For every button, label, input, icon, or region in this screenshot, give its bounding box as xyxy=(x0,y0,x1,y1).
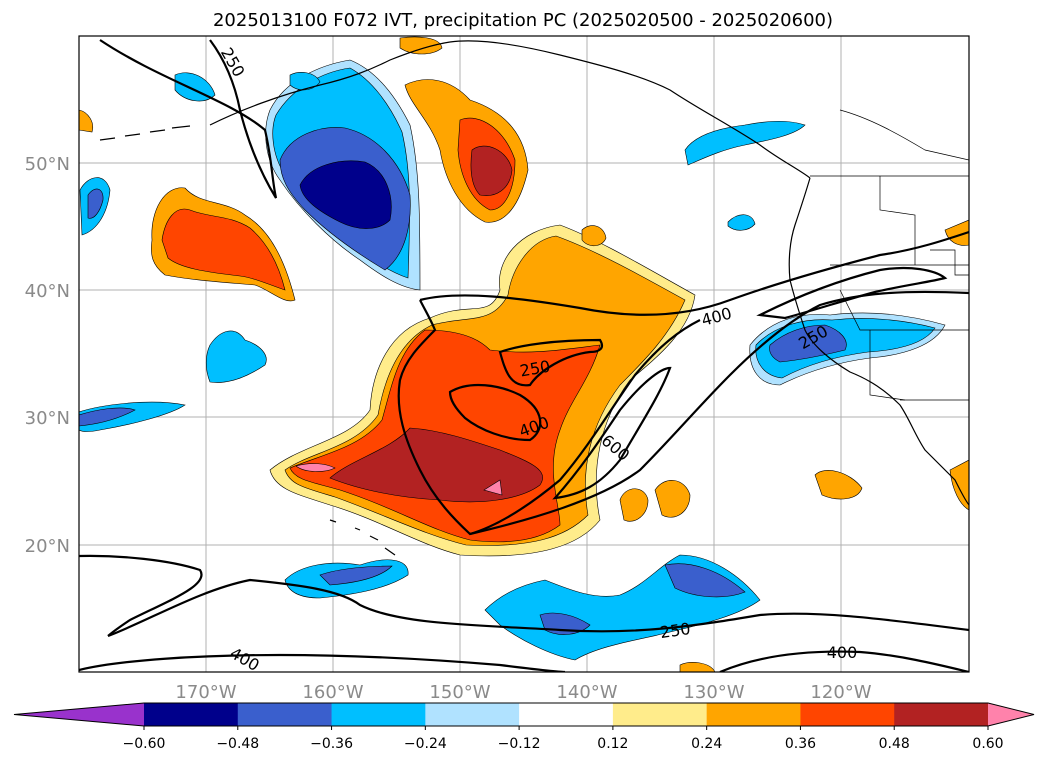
negative-region-hawaii-blue xyxy=(319,565,393,586)
positive-region-bottom xyxy=(679,662,716,672)
negative-region-california-blue xyxy=(769,324,847,363)
map-title: 2025013100 F072 IVT, precipitation PC (2… xyxy=(213,10,833,31)
colorbar-tick-label: −0.60 xyxy=(123,736,166,752)
colorbar-segment xyxy=(144,703,239,726)
negative-region-north-navy xyxy=(299,160,392,229)
negative-region-small-d xyxy=(727,214,756,231)
ivt-contour-250-east xyxy=(756,266,948,320)
contour-label: 400 xyxy=(827,643,858,662)
lat-tick-label: 20°N xyxy=(25,536,70,557)
colorbar-tick-label: 0.60 xyxy=(972,736,1003,752)
political-borders xyxy=(810,109,969,401)
positive-region-nw-red xyxy=(161,208,286,291)
negative-region-small-e xyxy=(289,72,321,91)
lat-tick-label: 30°N xyxy=(25,408,70,429)
colorbar-segment xyxy=(612,703,708,726)
lon-tick-label: 160°W xyxy=(302,682,363,703)
ivt-contour-400-south xyxy=(79,554,566,672)
negative-region-left-blue xyxy=(79,407,136,427)
colorbar-segment xyxy=(425,703,520,726)
colorbar-segment xyxy=(800,703,895,726)
positive-region-north-dark xyxy=(470,145,513,196)
positive-region-small-5 xyxy=(399,36,443,55)
colorbar-extend-high xyxy=(988,703,1034,726)
colorbar-extend-low xyxy=(14,703,144,726)
colorbar-tick-label: 0.36 xyxy=(785,736,816,752)
lon-tick-label: 130°W xyxy=(683,682,744,703)
colorbar-segment xyxy=(331,703,426,726)
ivt-contour-400-se xyxy=(719,650,969,672)
colorbar-tick-label: −0.24 xyxy=(404,736,447,752)
ivt-contour-250-south xyxy=(107,578,969,638)
colorbar-segment xyxy=(894,703,989,726)
lon-tick-label: 120°W xyxy=(810,682,871,703)
colorbar-segment xyxy=(706,703,801,726)
positive-region-small-1 xyxy=(619,488,649,522)
positive-region-small-6 xyxy=(79,109,93,133)
colorbar-tick-label: 0.12 xyxy=(597,736,628,752)
colorbar-tick-label: −0.48 xyxy=(216,736,259,752)
colorbar-tick-label: 0.48 xyxy=(879,736,910,752)
lat-tick-label: 50°N xyxy=(25,154,70,175)
hawaii-islands xyxy=(329,519,396,556)
negative-region-south-blue-2 xyxy=(664,563,746,598)
colorbar: −0.60 −0.48 −0.36 −0.24 −0.12 0.12 0.24 0.36 0.4… xyxy=(13,702,1035,752)
lon-tick-label: 150°W xyxy=(429,682,490,703)
colorbar-tick-label: 0.24 xyxy=(691,736,722,752)
lat-tick-label: 40°N xyxy=(25,281,70,302)
colorbar-tick-label: −0.36 xyxy=(310,736,353,752)
coastlines xyxy=(99,40,969,556)
aleutian-islands xyxy=(99,125,191,141)
positive-region-small-3 xyxy=(814,470,863,500)
lon-tick-label: 140°W xyxy=(556,682,617,703)
longitude-labels: 170°W 160°W 150°W 140°W 130°W 120°W xyxy=(175,682,871,703)
north-america-coast xyxy=(788,177,969,506)
colorbar-segment xyxy=(237,703,333,726)
alaska-coast xyxy=(209,40,811,179)
positive-region-small-2 xyxy=(654,480,691,518)
positive-region-coast xyxy=(944,219,969,246)
negative-region-west-blue xyxy=(87,188,104,219)
ivt-contour-250-inner xyxy=(498,338,604,387)
negative-region-small-b xyxy=(205,330,267,383)
ivt-contours xyxy=(79,39,969,672)
colorbar-tick-label: −0.12 xyxy=(498,736,541,752)
positive-region-small-4 xyxy=(581,225,607,247)
map-frame xyxy=(78,35,970,673)
negative-region-small-c xyxy=(684,120,806,166)
ivt-contour-600 xyxy=(552,366,672,500)
lon-tick-label: 170°W xyxy=(175,682,236,703)
ivt-contour-250-nw xyxy=(99,39,278,199)
precip-shading xyxy=(79,36,969,672)
ivt-contour-400-main xyxy=(397,230,969,536)
ivt-contour-400-inner xyxy=(448,383,542,442)
positive-region-pink xyxy=(295,463,336,472)
contour-label: 250 xyxy=(659,619,692,642)
positive-region-pink-2 xyxy=(483,479,503,496)
colorbar-segment xyxy=(519,703,614,726)
latitude-labels: 50°N 40°N 30°N 20°N xyxy=(25,154,70,557)
